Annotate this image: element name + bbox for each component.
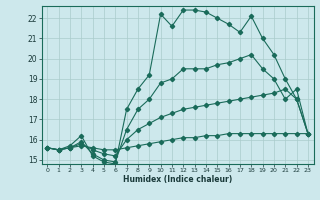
X-axis label: Humidex (Indice chaleur): Humidex (Indice chaleur): [123, 175, 232, 184]
